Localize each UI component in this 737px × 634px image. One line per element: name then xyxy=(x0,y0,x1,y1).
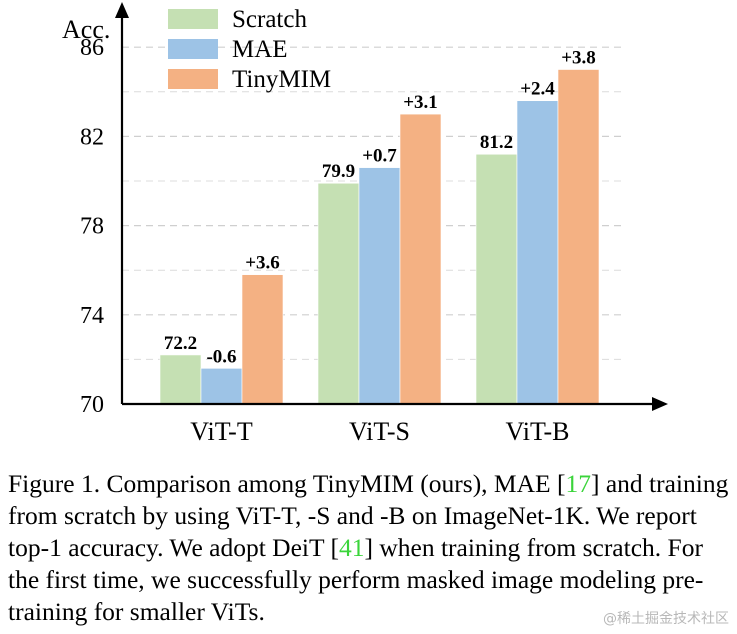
watermark: @稀土掘金技术社区 xyxy=(603,611,729,627)
y-axis-label: Acc. xyxy=(62,15,110,44)
data-label: +0.7 xyxy=(362,146,397,167)
x-axis-arrow xyxy=(652,397,668,411)
y-tick-label: 74 xyxy=(80,303,104,329)
caption-text-3: ] when training from scratch. For the fi… xyxy=(8,533,704,626)
x-tick-label: ViT-B xyxy=(506,417,570,446)
data-label: -0.6 xyxy=(206,346,236,367)
legend-label-scratch: Scratch xyxy=(232,6,307,33)
y-tick-label: 78 xyxy=(80,214,104,240)
bar-mae-vit-s xyxy=(358,167,401,405)
caption-ref-17[interactable]: 17 xyxy=(565,469,591,498)
y-tick-labels: 70 74 78 82 86 xyxy=(80,35,104,418)
data-label: +3.8 xyxy=(561,48,596,69)
data-label: +3.6 xyxy=(245,253,280,274)
figure-caption: Figure 1. Comparison among TinyMIM (ours… xyxy=(8,468,730,628)
bar-scratch-vit-b xyxy=(475,153,518,405)
data-label: 72.2 xyxy=(164,333,197,354)
data-label: +3.1 xyxy=(403,92,438,113)
bar-chart: 72.2-0.6+3.679.9+0.7+3.181.2+2.4+3.8 707… xyxy=(62,2,668,446)
bar-tinymim-vit-b xyxy=(557,69,600,405)
bar-tinymim-vit-s xyxy=(399,113,442,405)
bar-scratch-vit-s xyxy=(317,182,360,405)
bar-scratch-vit-t xyxy=(159,354,202,405)
x-tick-labels: ViT-T ViT-S ViT-B xyxy=(190,417,569,446)
bar-mae-vit-t xyxy=(200,368,243,405)
bar-labels: 72.2 -0.6 +3.6 79.9 +0.7 +3.1 81.2 +2.4 +3.8 xyxy=(164,48,596,368)
caption-ref-41[interactable]: 41 xyxy=(338,533,365,562)
bar-tinymim-vit-t xyxy=(241,274,284,405)
data-label: 81.2 xyxy=(480,132,513,153)
bar-mae-vit-b xyxy=(516,100,559,405)
legend-label-tinymim: TinyMIM xyxy=(232,66,331,93)
bars xyxy=(159,69,600,405)
data-label: 79.9 xyxy=(322,161,355,182)
legend-label-mae: MAE xyxy=(232,36,288,63)
legend-swatch-scratch xyxy=(168,9,218,29)
caption-text-1: Figure 1. Comparison among TinyMIM (ours… xyxy=(8,469,566,498)
y-axis-arrow xyxy=(115,2,129,18)
data-label: +2.4 xyxy=(520,79,555,100)
x-tick-label: ViT-S xyxy=(349,417,410,446)
legend-swatch-mae xyxy=(168,39,218,59)
legend: Scratch MAE TinyMIM xyxy=(168,6,331,93)
y-tick-label: 86 xyxy=(80,35,104,61)
x-tick-label: ViT-T xyxy=(190,417,253,446)
legend-swatch-tinymim xyxy=(168,69,218,89)
axes xyxy=(115,2,668,411)
y-tick-label: 70 xyxy=(80,392,104,418)
y-tick-label: 82 xyxy=(80,124,104,150)
caption-text-2: ] and training from scratch by using ViT… xyxy=(8,469,729,562)
